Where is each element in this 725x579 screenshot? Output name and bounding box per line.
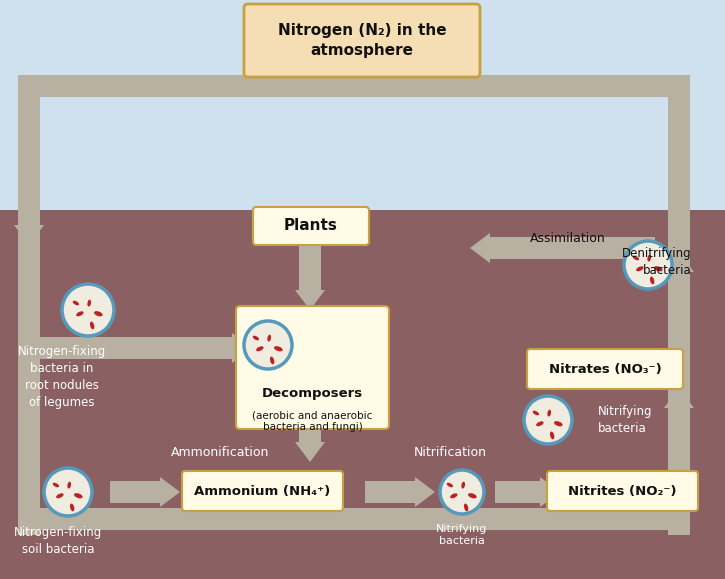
- FancyBboxPatch shape: [236, 306, 389, 429]
- Circle shape: [244, 321, 292, 369]
- Circle shape: [44, 468, 92, 516]
- Text: Denitrifying
bacteria: Denitrifying bacteria: [622, 247, 692, 277]
- Polygon shape: [40, 333, 252, 363]
- Ellipse shape: [654, 266, 663, 272]
- Ellipse shape: [464, 504, 468, 511]
- Bar: [0, 0, 725, 210]
- Ellipse shape: [90, 321, 94, 329]
- Ellipse shape: [468, 493, 476, 499]
- Polygon shape: [14, 98, 44, 245]
- Circle shape: [624, 241, 672, 289]
- Text: Nitrogen (N₂) in the
atmosphere: Nitrogen (N₂) in the atmosphere: [278, 23, 447, 57]
- Ellipse shape: [53, 483, 59, 488]
- Polygon shape: [110, 477, 180, 507]
- Ellipse shape: [256, 346, 264, 351]
- Polygon shape: [295, 415, 325, 462]
- Ellipse shape: [76, 312, 83, 316]
- Ellipse shape: [274, 346, 283, 351]
- Polygon shape: [664, 252, 694, 365]
- Ellipse shape: [94, 311, 103, 316]
- Text: Nitrates (NO₃⁻): Nitrates (NO₃⁻): [549, 362, 661, 376]
- Ellipse shape: [533, 411, 539, 415]
- Text: Nitrifying
bacteria: Nitrifying bacteria: [598, 405, 652, 434]
- FancyBboxPatch shape: [547, 471, 698, 511]
- Text: Nitrogen-fixing
soil bacteria: Nitrogen-fixing soil bacteria: [14, 526, 102, 556]
- Text: Ammonium (NH₄⁺): Ammonium (NH₄⁺): [194, 485, 331, 497]
- Ellipse shape: [72, 301, 79, 305]
- Bar: [18, 75, 40, 535]
- Ellipse shape: [268, 335, 271, 342]
- Ellipse shape: [450, 493, 457, 499]
- Text: Assimilation: Assimilation: [530, 232, 606, 244]
- Ellipse shape: [67, 482, 71, 489]
- Polygon shape: [470, 233, 655, 263]
- Ellipse shape: [253, 336, 259, 340]
- Text: Ammonification: Ammonification: [171, 445, 269, 459]
- Text: Nitrification: Nitrification: [413, 445, 486, 459]
- Text: Nitrifying
bacteria: Nitrifying bacteria: [436, 524, 488, 547]
- Bar: [18, 508, 690, 530]
- Ellipse shape: [88, 300, 91, 306]
- Ellipse shape: [636, 266, 644, 272]
- Circle shape: [524, 396, 572, 444]
- Text: Decomposers: Decomposers: [262, 387, 363, 400]
- FancyBboxPatch shape: [244, 4, 480, 77]
- Ellipse shape: [547, 410, 551, 416]
- Polygon shape: [295, 228, 325, 310]
- Text: Plants: Plants: [284, 218, 338, 233]
- FancyBboxPatch shape: [253, 207, 369, 245]
- Text: Nitrites (NO₂⁻): Nitrites (NO₂⁻): [568, 485, 676, 497]
- Ellipse shape: [74, 493, 83, 499]
- Ellipse shape: [536, 422, 544, 426]
- Bar: [0, 210, 725, 579]
- Bar: [668, 75, 690, 535]
- Bar: [18, 75, 690, 97]
- Ellipse shape: [633, 256, 639, 261]
- Ellipse shape: [650, 277, 655, 284]
- Polygon shape: [664, 388, 694, 508]
- Polygon shape: [365, 477, 435, 507]
- FancyBboxPatch shape: [527, 349, 683, 389]
- Ellipse shape: [647, 255, 651, 262]
- Text: (aerobic and anaerobic
bacteria and fungi): (aerobic and anaerobic bacteria and fung…: [252, 410, 373, 433]
- Ellipse shape: [447, 483, 453, 488]
- Polygon shape: [495, 477, 560, 507]
- Ellipse shape: [554, 421, 563, 426]
- Circle shape: [440, 470, 484, 514]
- Ellipse shape: [56, 493, 64, 499]
- FancyBboxPatch shape: [182, 471, 343, 511]
- Ellipse shape: [70, 504, 75, 511]
- Text: Nitrogen-fixing
bacteria in
root nodules
of legumes: Nitrogen-fixing bacteria in root nodules…: [18, 345, 106, 409]
- Ellipse shape: [461, 482, 465, 489]
- Ellipse shape: [270, 357, 274, 364]
- Ellipse shape: [550, 431, 555, 439]
- Circle shape: [62, 284, 114, 336]
